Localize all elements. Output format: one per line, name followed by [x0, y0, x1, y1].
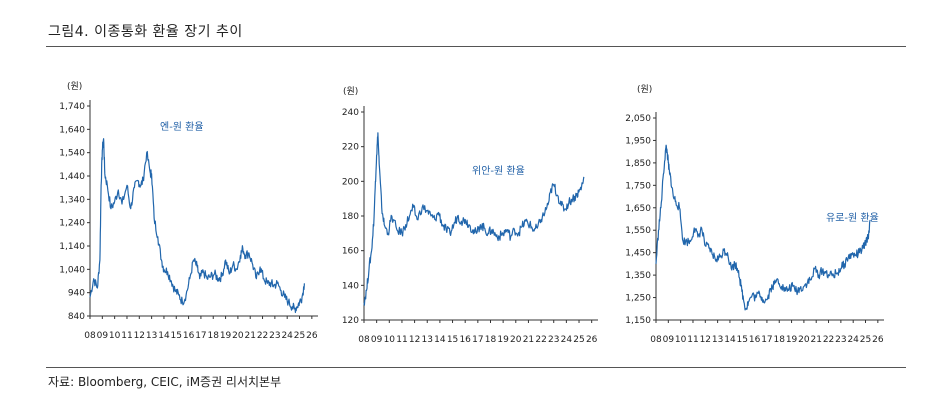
- top-divider: [46, 46, 906, 47]
- y-unit-label: (원): [637, 84, 652, 95]
- x-tick-label: 14: [434, 335, 446, 345]
- series-line: [655, 144, 871, 311]
- x-tick-label: 25: [573, 335, 584, 345]
- y-tick-label: 1,950: [625, 136, 651, 146]
- y-tick-label: 120: [342, 316, 359, 326]
- x-tick-label: 15: [171, 331, 182, 341]
- x-tick-label: 17: [195, 331, 206, 341]
- y-tick-label: 1,650: [625, 204, 651, 214]
- x-tick-label: 10: [675, 335, 687, 345]
- y-tick-label: 1,340: [59, 195, 85, 205]
- x-tick-label: 26: [586, 335, 598, 345]
- x-tick-label: 16: [459, 335, 471, 345]
- y-tick-label: 200: [342, 177, 359, 187]
- x-tick-label: 10: [384, 335, 396, 345]
- x-tick-label: 08: [358, 335, 370, 345]
- y-tick-label: 1,850: [625, 159, 651, 169]
- x-tick-label: 18: [774, 335, 786, 345]
- y-unit-label: (원): [343, 86, 358, 97]
- x-tick-label: 14: [724, 335, 736, 345]
- series-label: 위안-원 환율: [472, 164, 525, 177]
- y-tick-label: 1,550: [625, 226, 651, 236]
- y-tick-label: 220: [342, 143, 359, 153]
- series-line: [89, 138, 305, 314]
- x-tick-label: 26: [872, 335, 884, 345]
- series-label: 엔-원 환율: [160, 121, 204, 133]
- x-tick-label: 18: [485, 335, 497, 345]
- y-tick-label: 140: [342, 281, 359, 291]
- x-tick-label: 09: [663, 335, 675, 345]
- x-tick-label: 22: [257, 331, 268, 341]
- x-tick-label: 23: [269, 331, 280, 341]
- bottom-divider: [46, 367, 906, 368]
- x-tick-label: 16: [749, 335, 761, 345]
- y-tick-label: 1,450: [625, 249, 651, 259]
- y-tick-label: 1,350: [625, 271, 651, 281]
- x-tick-label: 16: [183, 331, 195, 341]
- x-tick-label: 11: [396, 335, 407, 345]
- x-tick-label: 09: [97, 331, 109, 341]
- x-tick-label: 20: [798, 335, 810, 345]
- y-tick-label: 840: [68, 312, 85, 322]
- x-tick-label: 14: [158, 331, 170, 341]
- x-tick-label: 19: [786, 335, 798, 345]
- y-tick-label: 1,750: [625, 181, 651, 191]
- y-tick-label: 1,040: [59, 265, 85, 275]
- x-tick-label: 25: [860, 335, 871, 345]
- x-tick-label: 25: [294, 331, 305, 341]
- x-tick-label: 09: [371, 335, 383, 345]
- x-tick-label: 22: [535, 335, 546, 345]
- y-tick-label: 1,250: [625, 294, 651, 304]
- y-tick-label: 160: [342, 247, 359, 257]
- y-tick-label: 940: [68, 289, 85, 299]
- x-tick-label: 15: [737, 335, 748, 345]
- figure-title: 그림4. 이종통화 환율 장기 추이: [48, 24, 243, 40]
- x-tick-label: 08: [650, 335, 662, 345]
- x-tick-label: 21: [810, 335, 821, 345]
- x-tick-label: 22: [823, 335, 834, 345]
- x-tick-label: 12: [134, 331, 145, 341]
- x-tick-label: 21: [523, 335, 534, 345]
- x-tick-label: 17: [472, 335, 483, 345]
- x-tick-label: 24: [281, 331, 293, 341]
- x-tick-label: 19: [497, 335, 509, 345]
- x-tick-label: 23: [548, 335, 559, 345]
- x-tick-label: 11: [687, 335, 698, 345]
- y-tick-label: 240: [342, 108, 359, 118]
- y-tick-label: 1,150: [625, 316, 651, 326]
- x-tick-label: 15: [447, 335, 458, 345]
- x-tick-label: 21: [244, 331, 255, 341]
- x-tick-label: 24: [561, 335, 573, 345]
- x-tick-label: 18: [208, 331, 220, 341]
- y-tick-label: 2,050: [625, 114, 651, 124]
- y-tick-label: 1,540: [59, 149, 85, 159]
- y-tick-label: 1,240: [59, 219, 85, 229]
- y-tick-label: 1,740: [59, 102, 85, 112]
- x-tick-label: 08: [84, 331, 96, 341]
- x-tick-label: 12: [700, 335, 711, 345]
- series-label: 유로-원 환율: [826, 212, 879, 224]
- x-tick-label: 23: [835, 335, 846, 345]
- x-tick-label: 13: [422, 335, 433, 345]
- x-tick-label: 13: [712, 335, 723, 345]
- x-tick-label: 20: [232, 331, 244, 341]
- y-tick-label: 1,440: [59, 172, 85, 182]
- x-tick-label: 24: [847, 335, 859, 345]
- source-note: 자료: Bloomberg, CEIC, iM증권 리서치본부: [48, 375, 282, 389]
- x-tick-label: 12: [409, 335, 420, 345]
- x-tick-label: 13: [146, 331, 157, 341]
- y-tick-label: 180: [342, 212, 359, 222]
- x-tick-label: 26: [306, 331, 318, 341]
- x-tick-label: 11: [121, 331, 132, 341]
- x-tick-label: 19: [220, 331, 232, 341]
- series-line: [363, 132, 585, 306]
- x-tick-label: 20: [510, 335, 522, 345]
- y-tick-label: 1,140: [59, 242, 85, 252]
- y-tick-label: 1,640: [59, 125, 85, 135]
- x-tick-label: 10: [109, 331, 121, 341]
- x-tick-label: 17: [761, 335, 772, 345]
- y-unit-label: (원): [67, 81, 82, 92]
